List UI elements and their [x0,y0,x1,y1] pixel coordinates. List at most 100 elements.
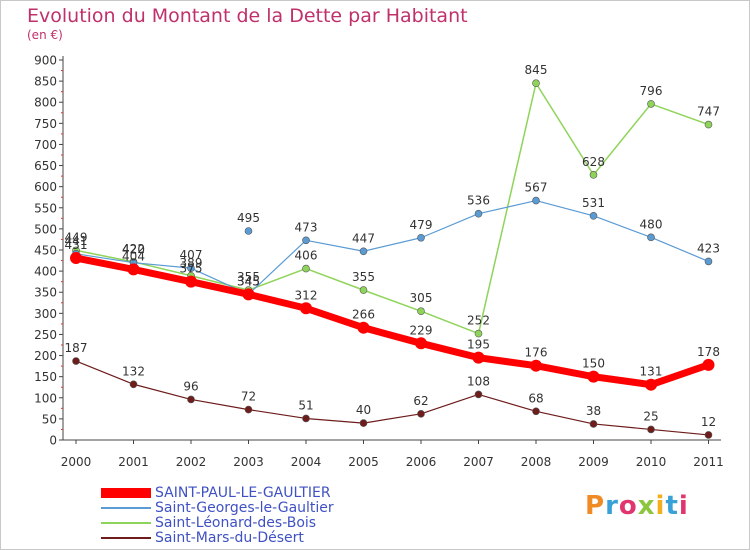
data-point [647,425,655,434]
data-point [417,410,425,418]
legend-label: Saint-Mars-du-Désert [155,530,304,546]
legend-swatch [101,507,151,509]
data-label: 407 [180,248,203,262]
y-tick-label: 800 [34,96,57,110]
data-point [242,288,255,301]
data-label: 355 [352,270,375,284]
legend-label: Saint-Léonard-des-Bois [155,515,317,531]
logo-letter: x [637,491,656,521]
data-label: 420 [122,243,145,257]
data-label: 38 [586,404,601,418]
data-label: 96 [183,379,198,393]
logo-letter: i [678,491,689,521]
data-label: 25 [643,409,658,423]
data-point [359,286,368,294]
data-point [70,252,82,265]
data-label: 132 [122,364,145,378]
x-tick-label: 2008 [521,455,552,469]
data-point [532,196,540,205]
data-point [702,358,715,371]
data-label: 68 [528,391,543,405]
y-tick-label: 900 [34,54,57,68]
data-label: 187 [65,341,88,355]
data-label: 178 [697,345,720,359]
series-line [72,254,712,389]
y-tick-label: 100 [34,391,57,405]
data-label: 229 [410,323,433,337]
y-tick-label: 650 [34,159,57,173]
data-point [127,263,140,276]
data-label: 796 [640,84,663,98]
data-label: 108 [467,374,490,388]
x-tick-label: 2004 [291,455,322,469]
data-point [357,321,370,334]
x-tick-label: 2002 [176,455,207,469]
data-label: 131 [640,365,663,379]
y-tick-label: 500 [34,222,57,236]
data-label: 473 [295,220,318,234]
y-tick-label: 50 [42,412,57,426]
y-tick-label: 550 [34,201,57,215]
chart-subtitle: (en €) [27,28,63,42]
data-point [417,233,425,242]
data-point [704,431,713,439]
data-label: 150 [582,357,605,371]
x-tick-label: 2007 [463,455,494,469]
data-point [474,209,483,218]
data-point [415,337,427,350]
logo-letter: t [665,491,679,521]
data-point [589,212,598,220]
data-label: 495 [237,211,260,225]
data-label: 449 [65,230,88,244]
y-tick-label: 200 [34,349,57,363]
series-line [75,200,710,295]
y-tick-label: 250 [34,328,57,342]
data-label: 447 [352,231,375,245]
legend-item-saint-leonard: Saint-Léonard-des-Bois [101,515,316,531]
data-point [359,247,368,256]
series-line [75,82,710,335]
data-point [704,257,713,266]
data-point [244,405,253,414]
data-label: 536 [467,194,490,208]
data-label: 479 [410,218,433,232]
chart-title: Evolution du Montant de la Dette par Hab… [27,5,468,27]
data-point [302,264,310,273]
series-line [75,360,710,436]
data-label: 441 [65,234,88,248]
legend-item-saint-mars: Saint-Mars-du-Désert [101,530,304,546]
data-point [417,307,425,316]
logo-letter: r [605,491,619,521]
y-tick-label: 700 [34,138,57,152]
data-point [359,419,368,427]
data-point [302,236,310,245]
data-label: 312 [295,288,318,302]
data-point [129,380,138,389]
data-point [645,378,657,391]
data-label: 355 [237,270,260,284]
legend-item-saint-paul: SAINT-PAUL-LE-GAULTIER [101,485,331,501]
x-tick-label: 2000 [61,455,92,469]
data-label: 195 [467,338,490,352]
y-tick-label: 300 [34,307,57,321]
data-label: 252 [467,314,490,328]
data-point [647,233,655,242]
data-point [532,407,540,416]
data-label: 423 [697,241,720,255]
data-label: 845 [525,63,548,77]
data-point [185,275,197,288]
data-point [530,359,542,372]
data-point [300,302,312,315]
y-tick-label: 400 [34,265,57,279]
x-tick-label: 2006 [406,455,437,469]
logo-letter: i [655,491,666,521]
data-label: 12 [701,415,716,429]
data-point [244,227,253,235]
legend-item-saint-georges: Saint-Georges-le-Gaultier [101,500,334,516]
data-point [72,357,80,365]
data-label: 747 [697,105,720,119]
proxiti-logo: Proxiti [585,491,689,521]
y-tick-label: 450 [34,244,57,258]
legend-swatch [101,522,151,524]
